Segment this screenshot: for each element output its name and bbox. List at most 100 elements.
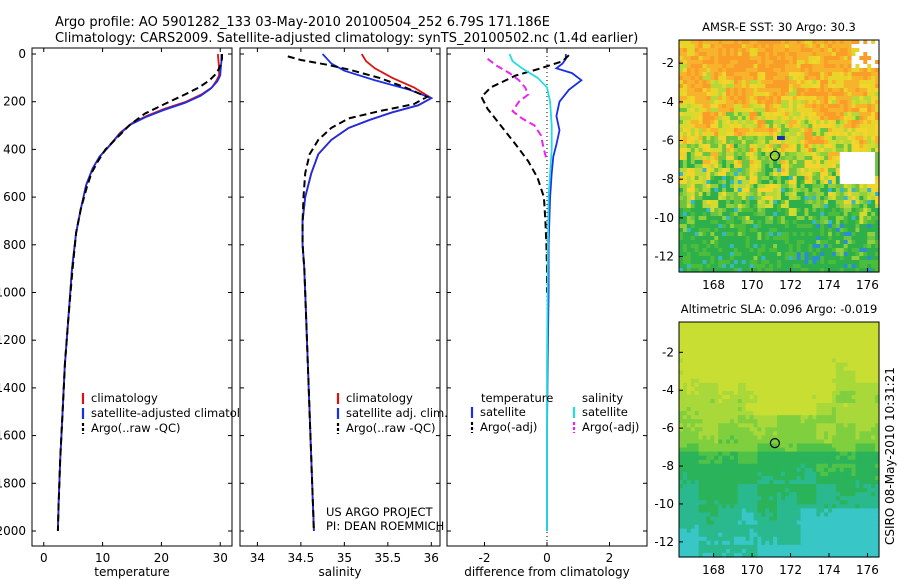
sla_map-cell <box>820 459 825 465</box>
sst_map-cell <box>871 144 876 149</box>
sst_map-cell <box>792 256 798 261</box>
sst_map-cell <box>847 116 853 121</box>
temperature-ytick-label: 2000 <box>0 524 26 538</box>
sla_map-cell <box>863 322 868 327</box>
sla_map-cell <box>737 354 743 360</box>
sla_map-cell <box>800 350 806 356</box>
sla_map-cell <box>694 435 700 441</box>
sst_map-cell <box>784 104 790 109</box>
sla_map-cell <box>737 407 743 412</box>
sst_map-cell <box>812 116 817 121</box>
sla_map-cell <box>694 346 700 351</box>
sla_map-cell <box>745 467 751 473</box>
sla_map-cell <box>812 435 817 441</box>
sla_map-cell <box>859 358 864 364</box>
sst_map-cell <box>729 128 735 133</box>
sst_map-cell <box>729 216 735 221</box>
sst_map-cell <box>812 44 817 49</box>
sst_map-cell <box>679 220 684 225</box>
sst_map-cell <box>706 124 711 129</box>
sst_map-cell <box>765 240 770 245</box>
sla_map-cell <box>851 394 857 400</box>
sst_map-cell <box>804 172 810 177</box>
sla_map-cell <box>765 346 770 351</box>
sst_map-cell <box>859 160 864 165</box>
sst_map-cell <box>824 144 829 149</box>
sla_map-cell <box>808 346 813 351</box>
sla_map-cell <box>804 423 810 428</box>
sla_map-cell <box>726 431 731 437</box>
sst_map-cell <box>808 136 813 141</box>
sla_map-cell <box>710 378 715 384</box>
sla_map-cell <box>831 403 837 408</box>
sla_map-cell <box>820 390 825 396</box>
sst_map-cell <box>745 196 751 201</box>
sst_map-cell <box>729 124 735 129</box>
sla_map-cell <box>835 322 841 327</box>
sla_map-cell <box>824 423 829 428</box>
sst_map-cell <box>835 56 841 61</box>
sst_map-cell <box>757 156 762 161</box>
sla_map-cell <box>718 382 723 388</box>
sla_map-cell <box>686 435 692 441</box>
sst_map-cell <box>706 252 711 257</box>
sla_map-cell <box>800 334 806 339</box>
sst_map-cell <box>706 104 711 109</box>
sst_map-cell <box>757 116 762 121</box>
sst_map-cell <box>816 64 821 69</box>
sla_map-cell <box>875 443 880 449</box>
sst_map-cell <box>835 84 841 89</box>
sst_map-cell <box>820 200 825 205</box>
sst_map-cell <box>820 40 825 45</box>
sst_map-cell <box>710 248 715 253</box>
sst_map-cell <box>745 132 751 137</box>
sst_map-cell <box>788 224 794 229</box>
sla_map-cell <box>682 455 688 461</box>
sla_map-cell <box>816 378 821 384</box>
sst_map-cell <box>812 76 817 81</box>
sst_map-cell <box>718 48 723 53</box>
sla_map-cell <box>757 350 762 356</box>
sst_map-cell <box>835 260 841 265</box>
sst_map-cell <box>871 196 876 201</box>
sla_map-cell <box>741 447 747 453</box>
sst_map-cell <box>828 228 833 233</box>
sla_map-cell <box>686 346 692 351</box>
sst_map-cell <box>686 144 692 149</box>
sst_map-cell <box>859 220 864 225</box>
sla_map-cell <box>816 322 821 327</box>
sst_map-cell <box>871 56 876 61</box>
sla_map-cell <box>726 350 731 356</box>
sla_map-cell <box>745 358 751 364</box>
sla_map-cell <box>698 346 704 351</box>
sla_map-cell <box>831 463 837 469</box>
sst_map-cell <box>792 180 798 185</box>
sla_map-cell <box>859 362 864 368</box>
sst_map-cell <box>820 44 825 49</box>
temperature-xtick-label: 0 <box>40 551 48 565</box>
sst_map-cell <box>875 240 880 245</box>
sst_map-cell <box>820 96 825 101</box>
sla_map-cell <box>784 346 790 351</box>
sla_map-cell <box>710 354 715 360</box>
sla_map-cell <box>835 330 841 335</box>
sla_map-cell <box>863 398 868 404</box>
sla_map-cell <box>831 398 837 404</box>
sla_map-cell <box>784 358 790 364</box>
sla_map-cell <box>753 338 759 343</box>
sst_map-cell <box>824 72 829 77</box>
sla_map-cell <box>780 386 786 392</box>
sst_map-cell <box>741 184 747 189</box>
sla_map-cell <box>867 390 872 396</box>
sst_map-cell <box>839 140 845 145</box>
sla_map-cell <box>800 427 806 432</box>
sla_map-cell <box>702 423 708 428</box>
sst_map-cell <box>824 48 829 53</box>
sst_map-cell <box>753 228 759 233</box>
sla_map-cell <box>706 407 711 412</box>
sst_map-cell <box>816 44 821 49</box>
sla_map-cell <box>753 415 759 420</box>
sla_map-cell <box>863 423 868 428</box>
sla_map-cell <box>777 394 782 400</box>
sla_map-cell <box>847 382 853 388</box>
